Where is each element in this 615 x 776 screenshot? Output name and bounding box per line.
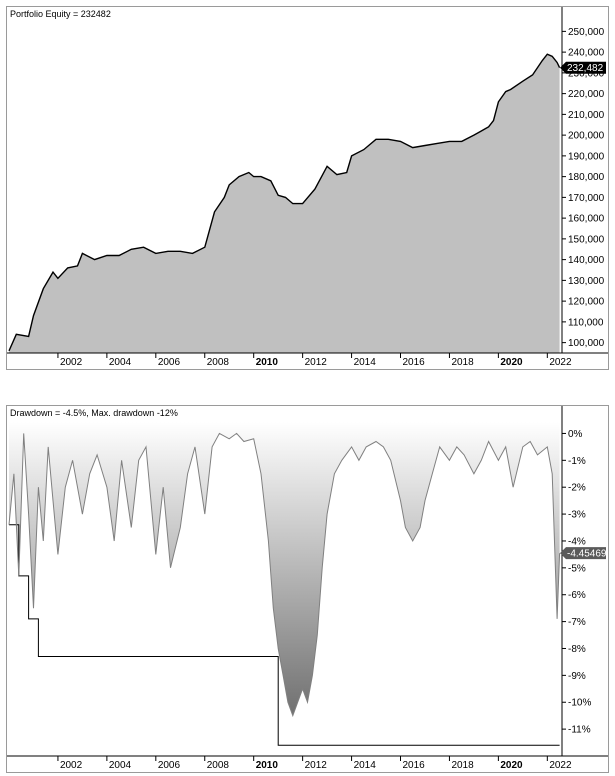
x-tick-label: 2002 [60,760,83,771]
x-tick-label: 2012 [305,357,328,368]
x-tick-label: 2012 [305,760,328,771]
y-tick-label: 230,000 [568,68,605,79]
y-tick-label: 160,000 [568,214,605,225]
y-tick-label: 120,000 [568,297,605,308]
y-tick-label: -10% [568,698,591,709]
y-tick-label: 250,000 [568,27,605,38]
max-drawdown-line [9,524,560,746]
x-tick-label: 2022 [549,357,572,368]
y-tick-label: 0% [568,429,583,440]
equity-chart-panel: 100,000 110,000 120,000 130,000 140,000 150,0… [6,6,609,370]
x-tick-label: 2022 [549,760,572,771]
equity-area-fill [9,54,560,353]
y-tick-label: -3% [568,510,586,521]
drawdown-chart-title: Drawdown = -4.5%, Max. drawdown -12% [10,408,178,418]
x-tick-label: 2016 [403,357,426,368]
x-tick-label: 2008 [207,760,230,771]
x-tick-label: 2008 [207,357,230,368]
y-tick-label: -2% [568,483,586,494]
y-tick-label: -8% [568,644,586,655]
dd-area-fill [9,422,560,716]
x-tick-label: 2010 [256,760,279,771]
y-tick-label: 180,000 [568,172,605,183]
svg-text:232,482: 232,482 [567,63,604,74]
y-tick-label: 100,000 [568,338,605,349]
last-value-badge: 232,482 [560,61,606,74]
x-tick-label: 2010 [256,357,279,368]
y-tick-label: -9% [568,671,586,682]
x-tick-label: 2014 [354,760,377,771]
x-tick-label: 2018 [451,357,474,368]
y-tick-label: 200,000 [568,131,605,142]
x-tick-label: 2002 [60,357,83,368]
x-tick-label: 2020 [500,357,523,368]
y-tick-label: -7% [568,617,586,628]
y-tick-label: -1% [568,456,586,467]
y-tick-label: -6% [568,590,586,601]
y-tick-label: 110,000 [568,317,604,328]
equity-chart-title: Portfolio Equity = 232482 [10,9,111,19]
x-tick-label: 2018 [451,760,474,771]
x-tick-label: 2020 [500,760,523,771]
y-tick-label: 210,000 [568,110,605,121]
x-tick-label: 2004 [109,760,132,771]
y-tick-label: 190,000 [568,151,605,162]
equity-chart: 100,000 110,000 120,000 130,000 140,000 150,0… [7,7,608,368]
drawdown-chart: 0% -1% -2% -3% -4% -5% -6% -7% -8% -9% -10% -11% 200… [7,406,608,771]
y-tick-label: 140,000 [568,255,605,266]
svg-text:-4.45469: -4.45469 [567,549,607,560]
last-value-badge: -4.45469 [560,547,607,560]
y-tick-label: 170,000 [568,193,605,204]
x-tick-label: 2014 [354,357,377,368]
y-tick-label: -4% [568,536,586,547]
y-tick-label: 150,000 [568,234,605,245]
x-tick-label: 2006 [158,357,181,368]
y-tick-label: 130,000 [568,276,605,287]
equity-series-line [8,53,561,352]
x-tick-label: 2004 [109,357,132,368]
y-tick-label: 240,000 [568,48,605,59]
dd-series-line [8,432,561,718]
y-tick-label: -11% [568,725,591,736]
y-tick-label: 220,000 [568,89,605,100]
drawdown-chart-panel: 0% -1% -2% -3% -4% -5% -6% -7% -8% -9% -10% -11% 200… [6,405,609,773]
x-tick-label: 2016 [403,760,426,771]
x-tick-label: 2006 [158,760,181,771]
y-tick-label: -5% [568,563,586,574]
